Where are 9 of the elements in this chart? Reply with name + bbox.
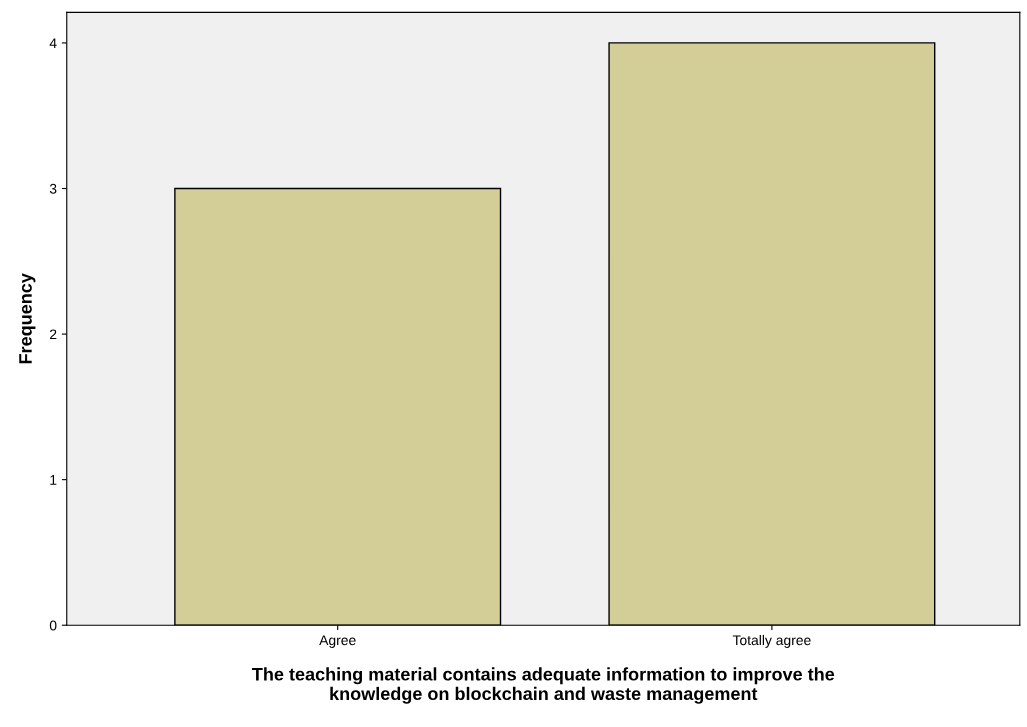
- y-tick-label: 0: [49, 620, 57, 631]
- x-axis-title: The teaching material contains adequate information to improve the knowledge on blockchain and waste management: [252, 667, 835, 704]
- x-tick-label: Agree: [319, 635, 356, 648]
- y-tick-label: 2: [50, 329, 57, 340]
- y-tick-label: 1: [50, 475, 57, 485]
- x-tick-label: Totally agree: [732, 634, 811, 648]
- y-tick-label: 4: [49, 38, 57, 48]
- y-tick-label: 3: [49, 183, 57, 194]
- y-axis-title: Frequency: [19, 273, 36, 364]
